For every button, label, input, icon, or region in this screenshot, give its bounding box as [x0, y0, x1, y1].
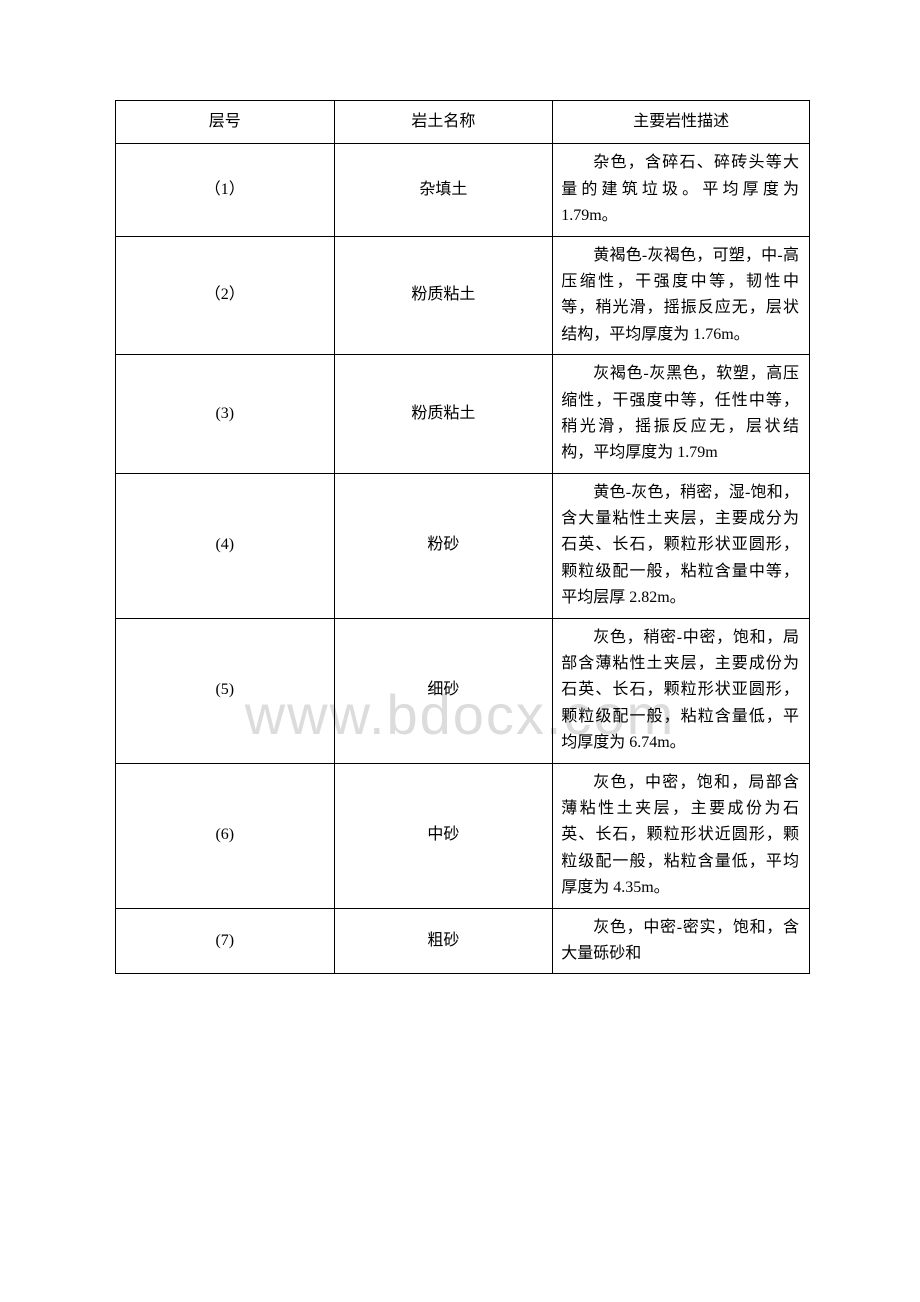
cell-layer-name: 杂填土	[334, 144, 553, 236]
table-row: (3) 粉质粘土 灰褐色-灰黑色，软塑，高压缩性，干强度中等，任性中等，稍光滑，…	[116, 355, 810, 474]
cell-layer-desc: 灰色，中密，饱和，局部含薄粘性土夹层，主要成份为石英、长石，颗粒形状近圆形，颗粒…	[553, 763, 810, 908]
cell-layer-desc: 灰色，稍密-中密，饱和，局部含薄粘性土夹层，主要成份为石英、长石，颗粒形状亚圆形…	[553, 618, 810, 763]
cell-layer-id: (6)	[116, 763, 335, 908]
cell-layer-name: 粉质粘土	[334, 355, 553, 474]
header-layer-name: 岩土名称	[334, 101, 553, 144]
table-row: (7) 粗砂 灰色，中密-密实，饱和，含大量砾砂和	[116, 908, 810, 974]
cell-layer-desc: 杂色，含碎石、碎砖头等大量的建筑垃圾。平均厚度为 1.79m。	[553, 144, 810, 236]
cell-layer-name: 粉砂	[334, 473, 553, 618]
cell-layer-name: 粗砂	[334, 908, 553, 974]
header-layer-desc: 主要岩性描述	[553, 101, 810, 144]
cell-layer-desc: 灰色，中密-密实，饱和，含大量砾砂和	[553, 908, 810, 974]
cell-layer-desc: 黄褐色-灰褐色，可塑，中-高压缩性，干强度中等，韧性中等，稍光滑，摇振反应无，层…	[553, 236, 810, 355]
cell-layer-id: （2）	[116, 236, 335, 355]
header-layer-id: 层号	[116, 101, 335, 144]
cell-layer-id: (4)	[116, 473, 335, 618]
cell-layer-id: (5)	[116, 618, 335, 763]
cell-layer-name: 粉质粘土	[334, 236, 553, 355]
cell-layer-desc: 黄色-灰色，稍密，湿-饱和，含大量粘性土夹层，主要成分为石英、长石，颗粒形状亚圆…	[553, 473, 810, 618]
cell-layer-desc: 灰褐色-灰黑色，软塑，高压缩性，干强度中等，任性中等，稍光滑，摇振反应无，层状结…	[553, 355, 810, 474]
table-row: (4) 粉砂 黄色-灰色，稍密，湿-饱和，含大量粘性土夹层，主要成分为石英、长石…	[116, 473, 810, 618]
cell-layer-id: (3)	[116, 355, 335, 474]
table-row: (5) 细砂 灰色，稍密-中密，饱和，局部含薄粘性土夹层，主要成份为石英、长石，…	[116, 618, 810, 763]
table-row: （2） 粉质粘土 黄褐色-灰褐色，可塑，中-高压缩性，干强度中等，韧性中等，稍光…	[116, 236, 810, 355]
cell-layer-id: (7)	[116, 908, 335, 974]
table-row: （1） 杂填土 杂色，含碎石、碎砖头等大量的建筑垃圾。平均厚度为 1.79m。	[116, 144, 810, 236]
cell-layer-name: 细砂	[334, 618, 553, 763]
table-header-row: 层号 岩土名称 主要岩性描述	[116, 101, 810, 144]
soil-layers-table: 层号 岩土名称 主要岩性描述 （1） 杂填土 杂色，含碎石、碎砖头等大量的建筑垃…	[115, 100, 810, 974]
cell-layer-id: （1）	[116, 144, 335, 236]
document-page: 层号 岩土名称 主要岩性描述 （1） 杂填土 杂色，含碎石、碎砖头等大量的建筑垃…	[0, 0, 920, 1074]
table-row: (6) 中砂 灰色，中密，饱和，局部含薄粘性土夹层，主要成份为石英、长石，颗粒形…	[116, 763, 810, 908]
cell-layer-name: 中砂	[334, 763, 553, 908]
